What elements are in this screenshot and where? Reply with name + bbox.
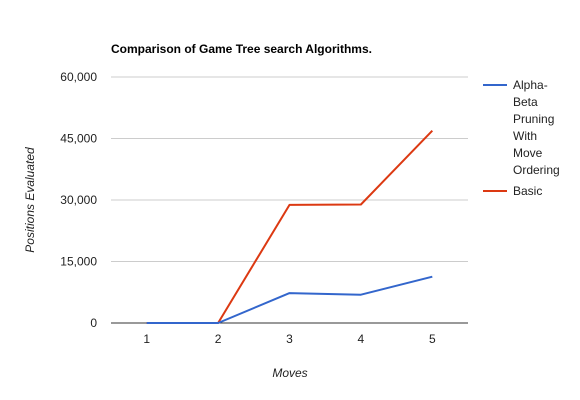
y-tick-label: 60,000 [60,70,97,84]
series-line-0 [146,275,433,324]
series-lines [146,130,434,324]
gridlines [111,76,468,262]
y-tick-label: 0 [90,316,97,330]
chart-title: Comparison of Game Tree search Algorithm… [111,42,372,56]
legend-label-1: Basic [513,184,542,198]
legend: Alpha-Beta Pruning With Move Ordering Basic [483,78,560,198]
x-tick-label: 3 [286,332,293,346]
y-tick-label: 30,000 [60,193,97,207]
x-axis-label: Moves [272,366,307,380]
x-tick-label: 1 [143,332,150,346]
x-tick-label: 4 [358,332,365,346]
legend-label-0: Alpha-Beta Pruning With Move Ordering [513,78,560,177]
x-tick-label: 2 [215,332,222,346]
y-tick-label: 15,000 [60,255,97,269]
y-axis-ticks: 0 15,000 30,000 45,000 60,000 [60,70,97,330]
x-axis-ticks: 1 2 3 4 5 [143,332,436,346]
x-tick-label: 5 [429,332,436,346]
y-axis-label: Positions Evaluated [23,147,37,253]
y-tick-label: 45,000 [60,132,97,146]
